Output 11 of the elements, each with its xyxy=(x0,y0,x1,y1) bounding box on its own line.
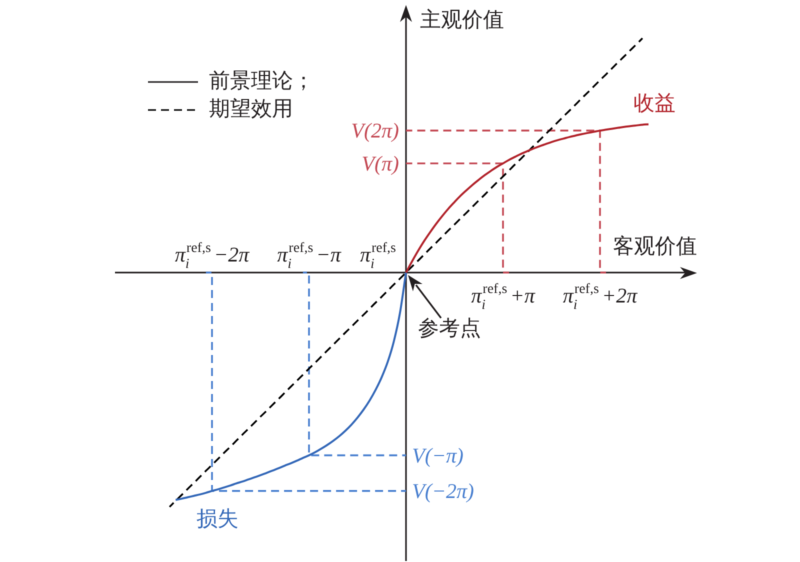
series-label: V(2π) xyxy=(351,118,400,143)
series-label: 收益 xyxy=(634,90,676,115)
series-label: V(−π) xyxy=(412,443,464,468)
series-label: 损失 xyxy=(196,506,239,530)
annotation: 参考点 xyxy=(418,316,481,340)
legend-label: 期望效用 xyxy=(209,96,293,121)
series-label: V(π) xyxy=(362,151,400,176)
series-label: V(−2π) xyxy=(412,478,474,503)
y-axis-title: 主观价值 xyxy=(420,8,504,32)
x-axis-title: 客观价值 xyxy=(613,234,697,258)
annotation: 前景理论； xyxy=(209,68,314,93)
